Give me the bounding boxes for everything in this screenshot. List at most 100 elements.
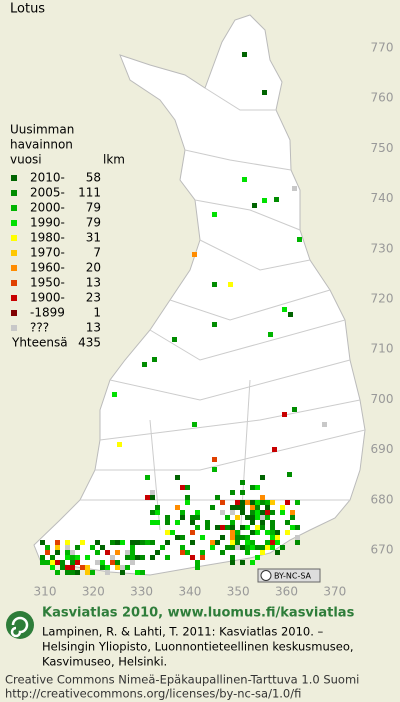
cell (85, 565, 90, 570)
cell (70, 560, 75, 565)
cell (260, 545, 265, 550)
legend-count: 79 (86, 216, 101, 230)
cell (265, 530, 270, 535)
cell (250, 515, 255, 520)
cell (270, 525, 275, 530)
cell (260, 495, 265, 500)
cell (45, 550, 50, 555)
cell (285, 520, 290, 525)
x-grid-label: 320 (82, 585, 105, 599)
cell (55, 560, 60, 565)
legend-swatch (11, 220, 17, 226)
y-grid-label: 670 (371, 543, 394, 557)
cell (242, 177, 247, 182)
logo (6, 611, 34, 639)
cell (274, 197, 279, 202)
cell (155, 505, 160, 510)
cell (250, 545, 255, 550)
legend-label: 1970- (30, 246, 65, 260)
cell (220, 550, 225, 555)
cell (282, 307, 287, 312)
cell (295, 500, 300, 505)
x-grid-label: 360 (275, 585, 298, 599)
cell (142, 362, 147, 367)
cell (245, 545, 250, 550)
legend-swatch (11, 280, 17, 286)
finland-outline (33, 14, 366, 576)
cell (220, 500, 225, 505)
cell (212, 322, 217, 327)
cell (75, 560, 80, 565)
cell (265, 515, 270, 520)
cell (240, 480, 245, 485)
citation-line: Lampinen, R. & Lahti, T. 2011: Kasviatla… (42, 625, 324, 639)
cell (230, 545, 235, 550)
cell (130, 555, 135, 560)
cell (230, 505, 235, 510)
cell (270, 510, 275, 515)
cell (100, 560, 105, 565)
cell (95, 560, 100, 565)
cell (260, 520, 265, 525)
cell (205, 525, 210, 530)
cell (220, 525, 225, 530)
logo-swirl (10, 616, 29, 638)
cell (275, 535, 280, 540)
cell (270, 520, 275, 525)
legend-swatch (11, 175, 17, 181)
cell (295, 525, 300, 530)
cell (140, 570, 145, 575)
cell (290, 525, 295, 530)
cell (288, 312, 293, 317)
license-line: http://creativecommons.org/licenses/by-n… (5, 687, 301, 701)
cell (65, 550, 70, 555)
legend-count: 58 (86, 171, 101, 185)
cell (192, 252, 197, 257)
badge-text: BY-NC-SA (274, 572, 312, 581)
cell (185, 500, 190, 505)
cell (240, 490, 245, 495)
cell (175, 475, 180, 480)
cell (75, 570, 80, 575)
cell (230, 530, 235, 535)
cell (95, 540, 100, 545)
cell (245, 515, 250, 520)
cell (185, 495, 190, 500)
cell (275, 550, 280, 555)
cell (125, 550, 130, 555)
cell (262, 198, 267, 203)
legend-label: 1950- (30, 276, 65, 290)
cell (265, 540, 270, 545)
cell (228, 282, 233, 287)
legend-label: ??? (30, 321, 49, 335)
y-grid-label: 750 (371, 141, 394, 155)
cell (55, 570, 60, 575)
legend-label: 1960- (30, 261, 65, 275)
cell (260, 550, 265, 555)
cell (210, 545, 215, 550)
cell (262, 90, 267, 95)
cell (270, 540, 275, 545)
cell (230, 490, 235, 495)
cell (150, 510, 155, 515)
cell (297, 237, 302, 242)
cell (280, 505, 285, 510)
cell (112, 392, 117, 397)
cell (275, 530, 280, 535)
legend-swatch (11, 190, 17, 196)
y-grid-label: 700 (371, 392, 394, 406)
cell (215, 540, 220, 545)
cell (115, 540, 120, 545)
cell (255, 545, 260, 550)
cell (290, 515, 295, 520)
legend-count: 111 (78, 186, 101, 200)
cell (160, 545, 165, 550)
legend-label: 2005- (30, 186, 65, 200)
cell (50, 555, 55, 560)
cell (235, 500, 240, 505)
cell (70, 570, 75, 575)
cell (272, 447, 277, 452)
cell (125, 565, 130, 570)
cell (135, 540, 140, 545)
cell (155, 550, 160, 555)
